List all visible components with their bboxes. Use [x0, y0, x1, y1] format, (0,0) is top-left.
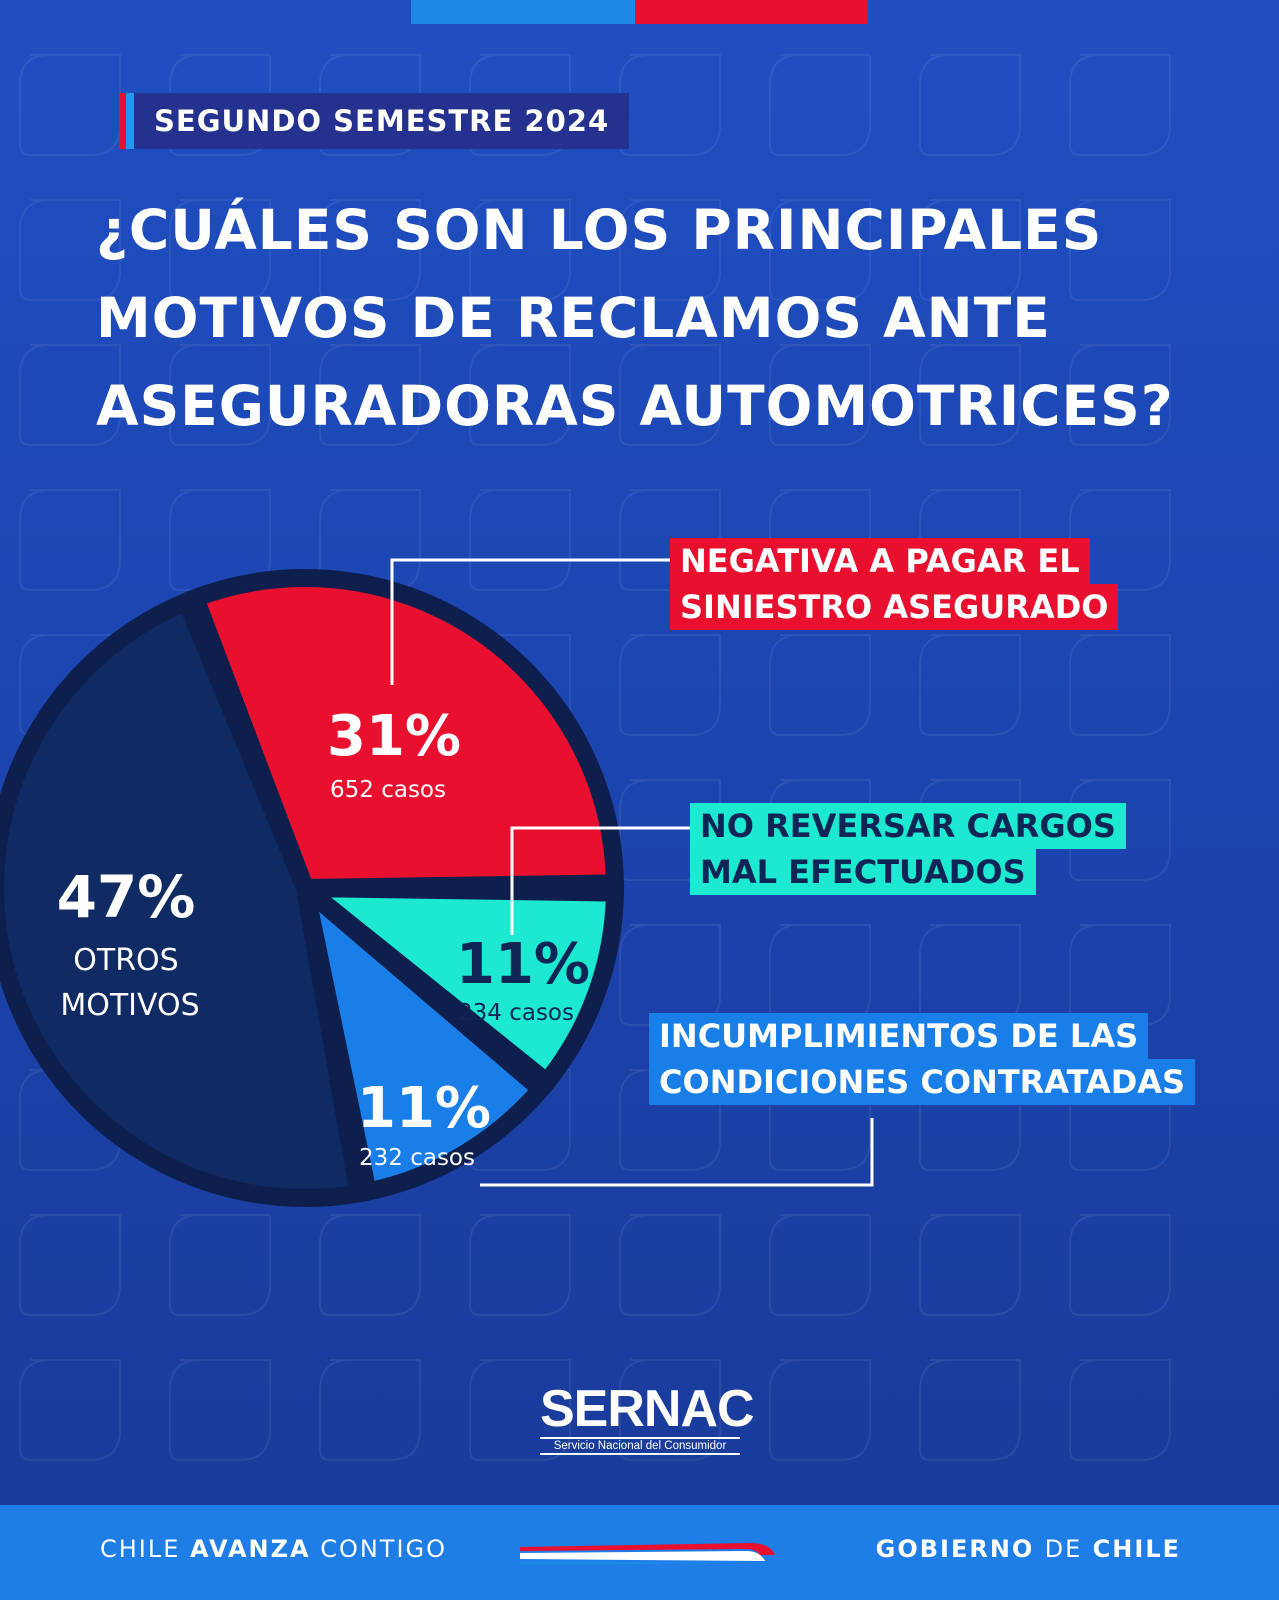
pattern-shape: [319, 1359, 421, 1461]
pattern-shape: [1069, 634, 1171, 736]
pattern-shape: [469, 489, 571, 591]
semester-badge: SEGUNDO SEMESTRE 2024: [119, 93, 630, 149]
pattern-shape: [919, 344, 1021, 446]
pattern-shape: [469, 344, 571, 446]
pattern-shape: [319, 1214, 421, 1316]
pattern-shape: [919, 199, 1021, 301]
pattern-shape: [769, 634, 871, 736]
pattern-shape: [169, 1214, 271, 1316]
pattern-shape: [769, 199, 871, 301]
pattern-shape: [1069, 1359, 1171, 1461]
footer-gov-b: DE: [1044, 1535, 1083, 1563]
value-negativa-cases: 652 casos: [330, 777, 446, 803]
pattern-shape: [769, 1359, 871, 1461]
top-accent-blue: [411, 0, 635, 24]
pattern-shape: [1069, 199, 1171, 301]
label-reversar-line-2: MAL EFECTUADOS: [690, 849, 1036, 895]
pattern-shape: [169, 344, 271, 446]
pie-chart: 31% 652 casos 11% 234 casos 11% 232 casos 47% O…: [0, 558, 874, 1207]
footer-slogan: CHILE AVANZA CONTIGO: [100, 1535, 447, 1563]
pattern-shape: [619, 344, 721, 446]
label-negativa-line-2: SINIESTRO ASEGURADO: [670, 584, 1119, 630]
pie-slice-otros: [0, 589, 369, 1207]
badge-red-stripe: [119, 93, 126, 149]
label-negativa-line-1: NEGATIVA A PAGAR EL: [670, 538, 1090, 584]
pattern-shape: [1069, 54, 1171, 156]
footer-government: GOBIERNO DE CHILE: [876, 1535, 1181, 1563]
title-line-2: MOTIVOS DE RECLAMOS ANTE: [96, 286, 1051, 350]
value-reversar-percent: 11%: [456, 932, 590, 997]
pattern-shape: [19, 1069, 121, 1171]
page-title: ¿CUÁLES SON LOS PRINCIPALES MOTIVOS DE R…: [96, 186, 1256, 450]
pattern-shape: [619, 924, 721, 1026]
pattern-shape: [619, 1214, 721, 1316]
logo-subtitle: Servicio Nacional del Consumidor: [540, 1437, 740, 1455]
value-otros-percent: 47%: [57, 863, 196, 931]
value-negativa-percent: 31%: [327, 704, 461, 769]
pattern-shape: [619, 199, 721, 301]
pattern-shape: [769, 1214, 871, 1316]
pattern-shape: [769, 344, 871, 446]
pattern-shape: [469, 1359, 571, 1461]
footer-gov-c: CHILE: [1082, 1535, 1181, 1563]
badge-text: SEGUNDO SEMESTRE 2024: [134, 93, 630, 149]
footer-slogan-b: AVANZA: [190, 1535, 311, 1563]
pie-slice-negativa: [183, 569, 625, 898]
label-incumplimientos: INCUMPLIMIENTOS DE LAS CONDICIONES CONTR…: [649, 1013, 1196, 1105]
pattern-shape: [169, 199, 271, 301]
label-negativa: NEGATIVA A PAGAR EL SINIESTRO ASEGURADO: [670, 538, 1119, 630]
sernac-logo: SERNAC Servicio Nacional del Consumidor: [540, 1380, 755, 1455]
pattern-shape: [919, 1359, 1021, 1461]
value-reversar-cases: 234 casos: [458, 1000, 574, 1026]
pattern-shape: [169, 1359, 271, 1461]
pattern-shape: [919, 54, 1021, 156]
pattern-shape: [19, 1359, 121, 1461]
footer-slogan-a: CHILE: [100, 1535, 191, 1563]
pattern-shape: [19, 199, 121, 301]
pattern-shape: [19, 344, 121, 446]
pattern-shape: [469, 199, 571, 301]
leader-line-incumplimientos: [480, 1118, 874, 1187]
background-pattern: [19, 54, 1171, 1461]
pie-slice-incumplimientos: [290, 864, 554, 1203]
pattern-shape: [769, 54, 871, 156]
pattern-shape: [1069, 344, 1171, 446]
pattern-shape: [1069, 779, 1171, 881]
value-incumplimientos-percent: 11%: [357, 1076, 491, 1141]
pattern-shape: [919, 634, 1021, 736]
leader-line-negativa: [390, 558, 670, 685]
title-line-3: ASEGURADORAS AUTOMOTRICES?: [96, 374, 1174, 438]
footer-bar: CHILE AVANZA CONTIGO GOBIERNO DE CHILE: [0, 1505, 1279, 1600]
pattern-shape: [619, 1069, 721, 1171]
top-accent-red: [635, 0, 868, 24]
value-otros-label-2: MOTIVOS: [60, 988, 199, 1023]
footer-slogan-c: CONTIGO: [310, 1535, 448, 1563]
logo-name: SERNAC: [540, 1380, 755, 1438]
badge-blue-stripe: [126, 93, 134, 149]
pattern-shape: [619, 1359, 721, 1461]
title-line-1: ¿CUÁLES SON LOS PRINCIPALES: [96, 198, 1103, 262]
gobierno-stripe-mark: [520, 1543, 775, 1565]
pattern-shape: [19, 54, 121, 156]
pattern-shape: [19, 489, 121, 591]
leader-line-reversar: [510, 826, 690, 935]
footer-gov-a: GOBIERNO: [875, 1535, 1045, 1563]
pattern-shape: [619, 54, 721, 156]
pattern-shape: [469, 1214, 571, 1316]
label-reversar-line-1: NO REVERSAR CARGOS: [690, 803, 1126, 849]
label-reversar: NO REVERSAR CARGOS MAL EFECTUADOS: [690, 803, 1126, 895]
pattern-shape: [319, 344, 421, 446]
pattern-shape: [619, 634, 721, 736]
label-incumplimientos-line-2: CONDICIONES CONTRATADAS: [649, 1059, 1196, 1105]
pattern-shape: [19, 1214, 121, 1316]
pie-slice-reversar: [278, 878, 625, 1095]
label-incumplimientos-line-1: INCUMPLIMIENTOS DE LAS: [649, 1013, 1149, 1059]
value-incumplimientos-cases: 232 casos: [359, 1145, 475, 1171]
pattern-shape: [1069, 1214, 1171, 1316]
pattern-shape: [919, 1214, 1021, 1316]
pattern-shape: [319, 199, 421, 301]
value-otros-label-1: OTROS: [73, 943, 178, 978]
